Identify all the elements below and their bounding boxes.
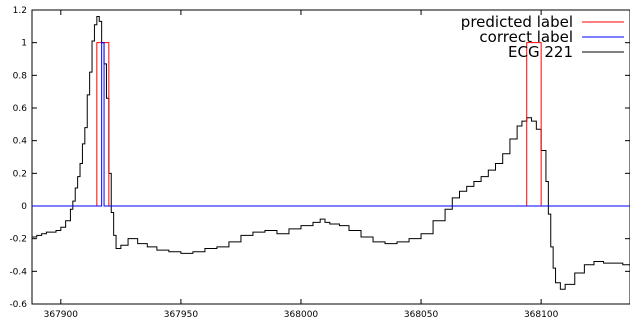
y-tick-label: -0.4 [9, 267, 27, 277]
y-tick-label: 0.4 [13, 137, 28, 147]
y-tick-label: 0 [21, 202, 27, 212]
plot-area [31, 9, 630, 305]
x-tick-label: 368100 [524, 310, 559, 320]
y-tick-label: 0.8 [13, 71, 28, 81]
ecg-221-line [32, 16, 630, 290]
x-tick-label: 368000 [284, 310, 319, 320]
y-tick-label: -0.2 [9, 235, 27, 245]
x-tick-label: 367900 [44, 310, 79, 320]
series-lines [32, 16, 630, 290]
legend-label-ecg-221: ECG 221 [508, 43, 573, 61]
y-tick-label: 1.2 [13, 6, 27, 16]
y-tick-label: 0.6 [13, 104, 28, 114]
y-tick-label: 1 [21, 39, 27, 49]
x-tick-label: 368050 [404, 310, 439, 320]
legend-label-correct-label: correct label [479, 28, 573, 46]
x-tick-label: 367950 [164, 310, 199, 320]
correct-label-line [32, 42, 630, 207]
y-tick-label: 0.2 [13, 169, 27, 179]
legend-label-predicted-label: predicted label [461, 13, 573, 31]
y-tick-label: -0.6 [9, 300, 27, 310]
y-tick-labels: -0.6 -0.4 -0.2 0 0.2 0.4 0.6 0.8 1 1.2 [9, 6, 27, 310]
x-tick-labels: 367900 367950 368000 368050 368100 [44, 310, 559, 320]
axis-ticks [32, 9, 630, 305]
